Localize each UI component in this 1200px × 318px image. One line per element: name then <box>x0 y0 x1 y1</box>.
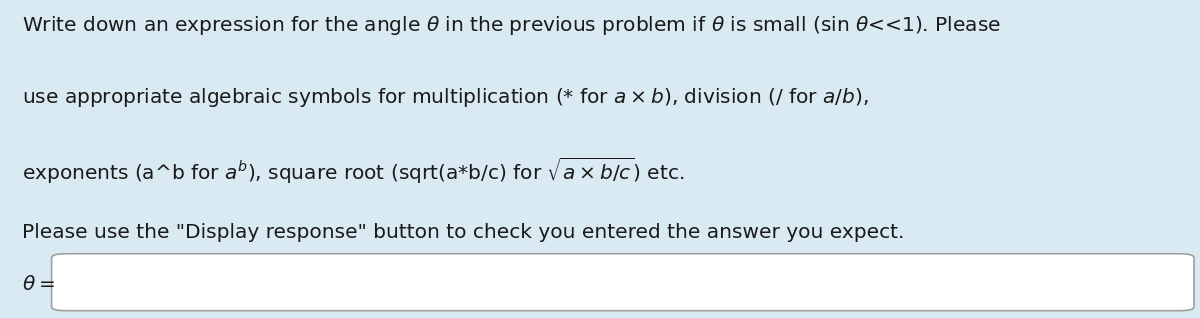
Text: use appropriate algebraic symbols for multiplication (* for $a \times b$), divis: use appropriate algebraic symbols for mu… <box>22 86 868 109</box>
Text: Please use the "Display response" button to check you entered the answer you exp: Please use the "Display response" button… <box>22 223 904 242</box>
Text: $\theta=$: $\theta=$ <box>22 275 54 294</box>
Text: exponents (a^b for $a^b$), square root (sqrt(a*b/c) for $\sqrt{a \times b/c}$) e: exponents (a^b for $a^b$), square root (… <box>22 156 684 186</box>
Text: Write down an expression for the angle $\theta$ in the previous problem if $\the: Write down an expression for the angle $… <box>22 14 1001 37</box>
